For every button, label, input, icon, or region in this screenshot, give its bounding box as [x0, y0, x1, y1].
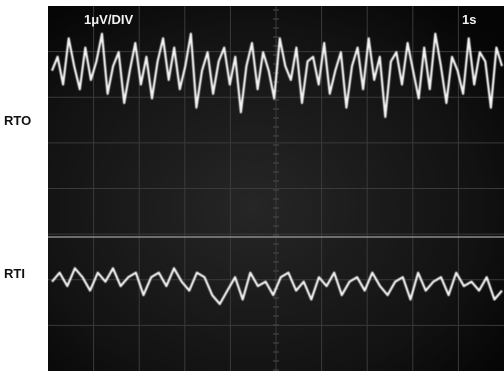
trace-rti: [51, 267, 503, 306]
volts-per-div-label: 1μV/DIV: [84, 12, 133, 27]
rti-label: RTI: [4, 266, 25, 281]
time-per-div-label: 1s: [462, 12, 476, 27]
rto-label: RTO: [4, 113, 32, 128]
trace-rto: [50, 32, 504, 119]
